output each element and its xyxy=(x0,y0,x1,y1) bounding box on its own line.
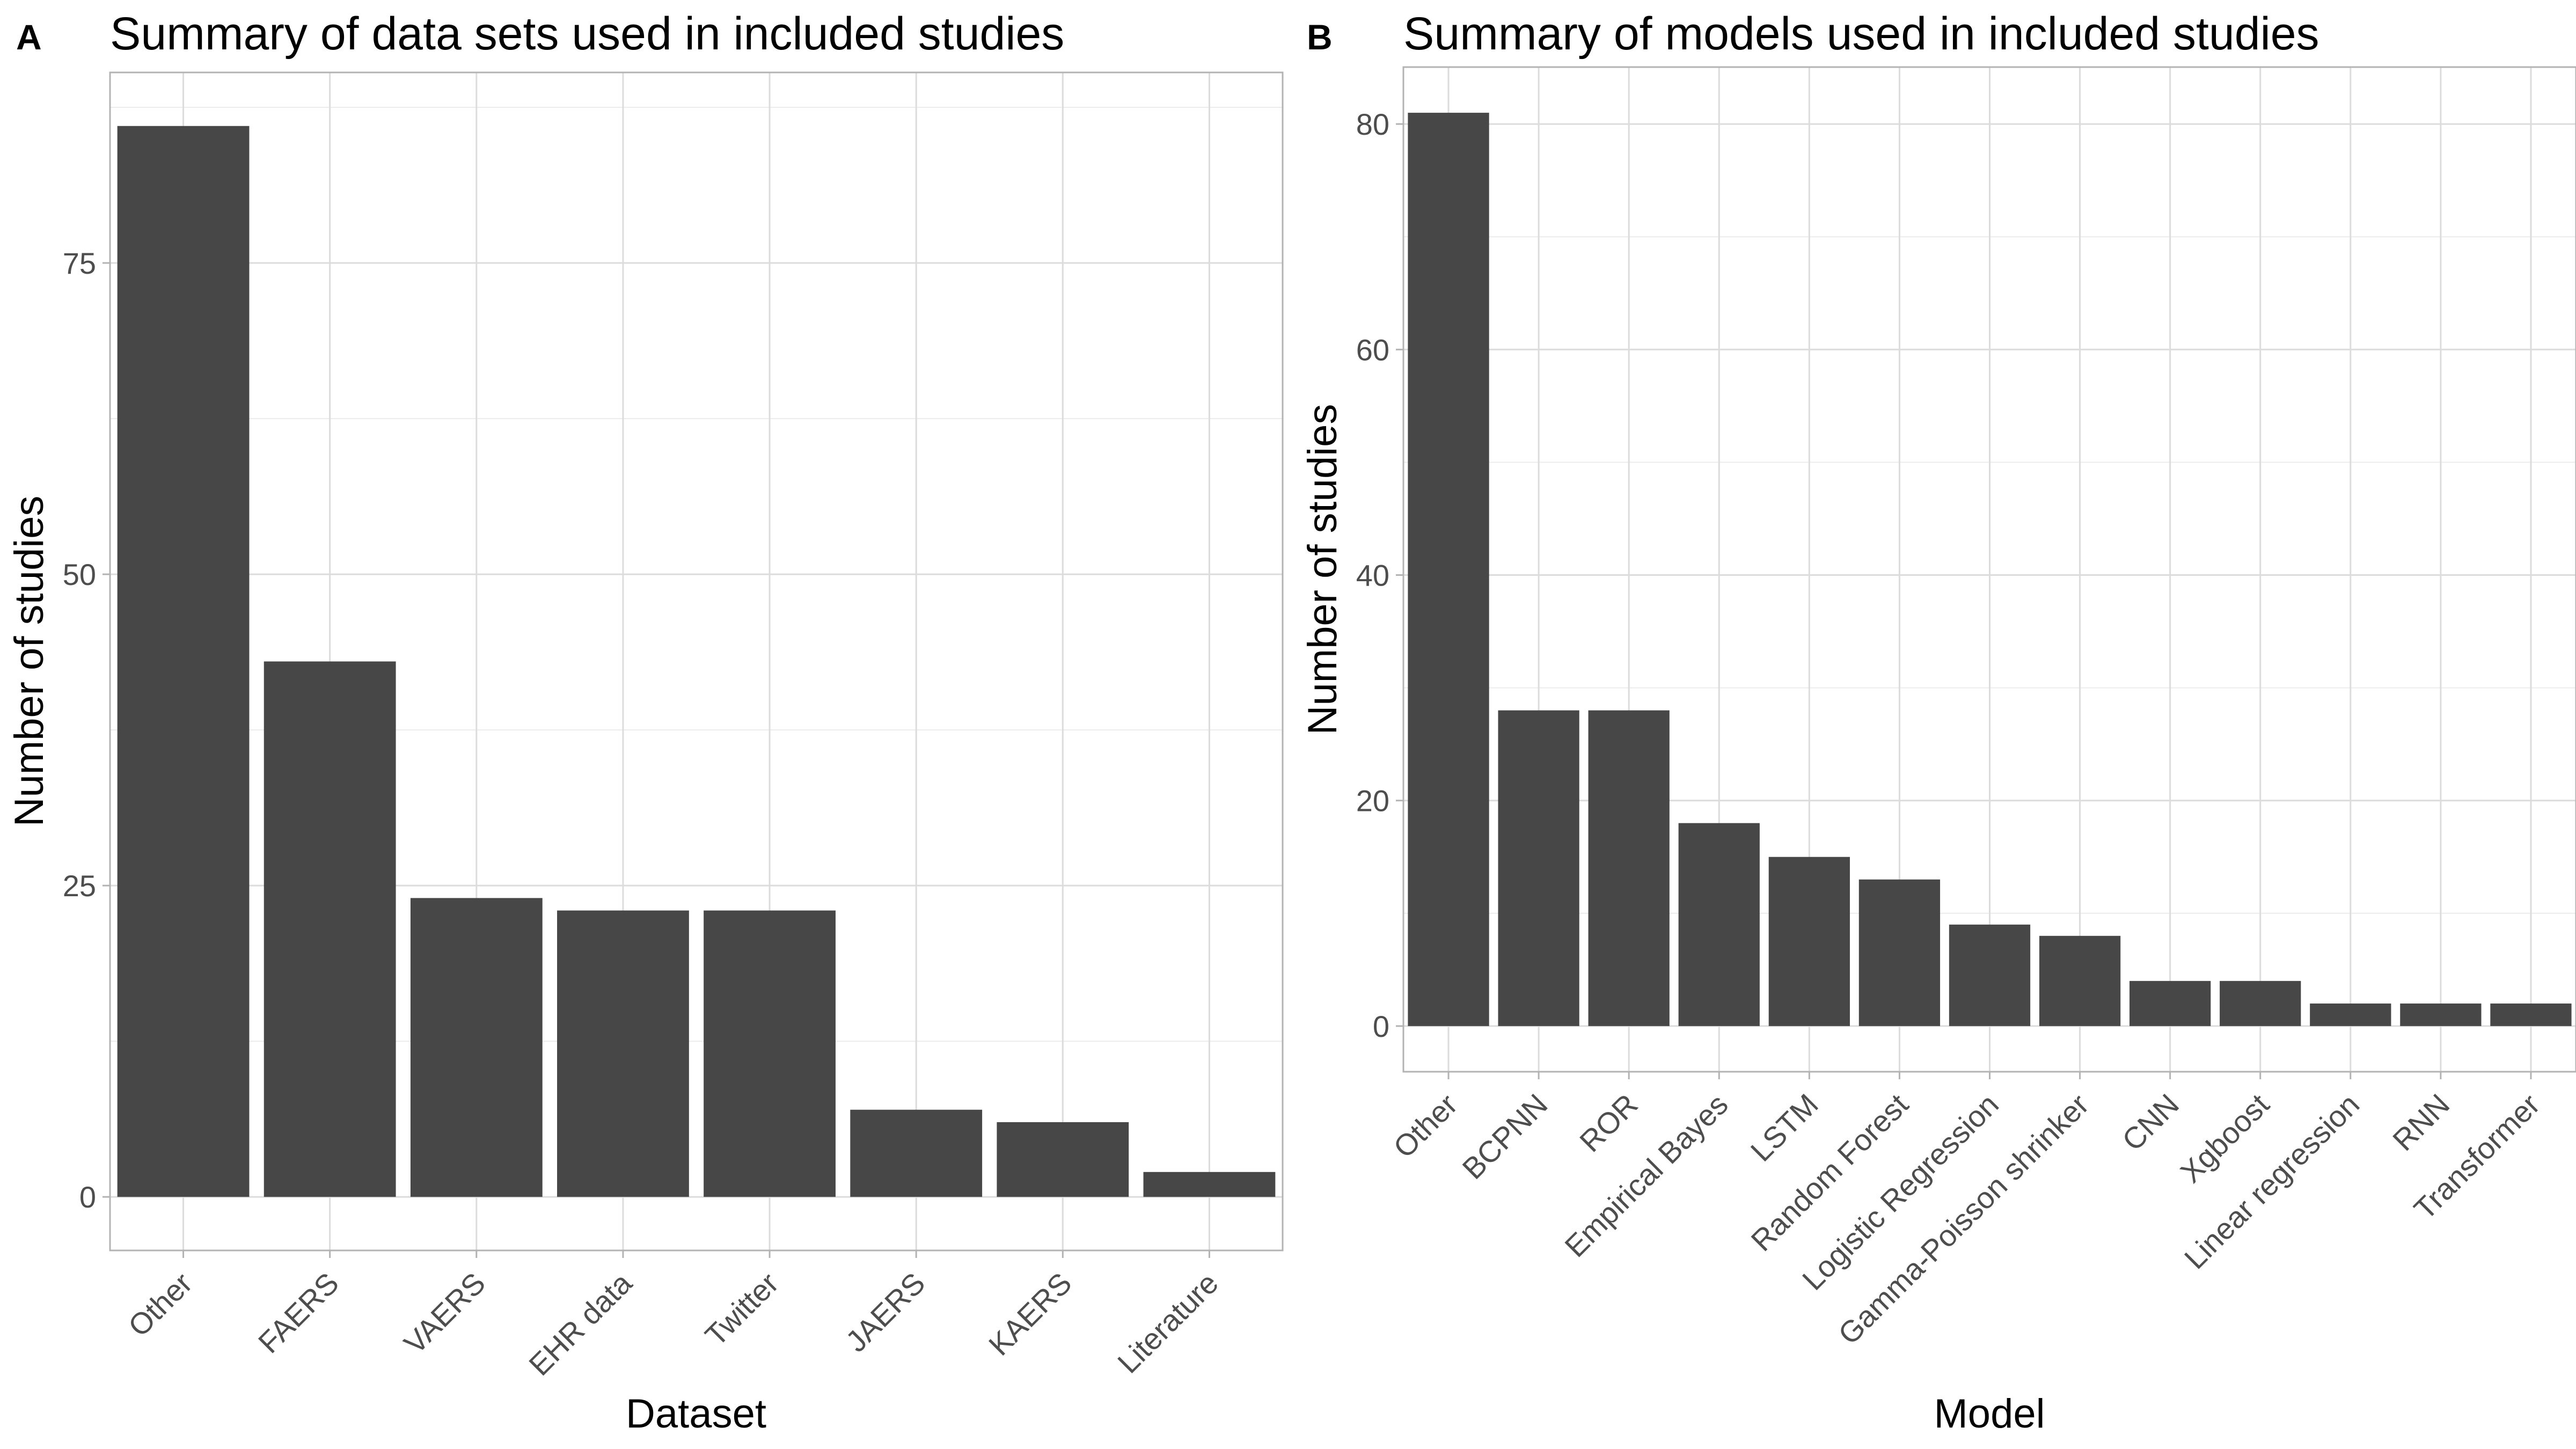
bar-ror xyxy=(1588,710,1670,1026)
bar-vaers xyxy=(410,898,543,1197)
bar-literature xyxy=(1143,1172,1276,1197)
bar-cnn xyxy=(2129,980,2211,1026)
panel-b-bars xyxy=(1408,113,2572,1026)
bar-kaers xyxy=(997,1122,1129,1197)
panel-b-x-axis-title: Model xyxy=(1934,1391,2045,1437)
panel-b-y-axis: 0 20 40 60 80 xyxy=(1356,107,1403,1043)
panel-a-y-axis-title: Number of studies xyxy=(6,496,52,827)
panel-b-y-tick-label: 40 xyxy=(1356,559,1389,592)
bar-rnn xyxy=(2400,1003,2482,1026)
panel-a-y-tick-label: 25 xyxy=(63,869,96,903)
bar-twitter xyxy=(704,910,836,1197)
panel-b-y-axis-title: Number of studies xyxy=(1300,404,1345,735)
bar-ehr-data xyxy=(557,910,689,1197)
bar-bcpnn xyxy=(1498,710,1579,1026)
bar-transformer xyxy=(2490,1003,2572,1026)
bar-other xyxy=(1408,113,1489,1026)
panel-a-bars xyxy=(117,126,1276,1197)
bar-linear-regression xyxy=(2310,1003,2391,1026)
bar-other xyxy=(117,126,250,1197)
panel-a-y-tick-label: 50 xyxy=(63,558,96,591)
bar-lstm xyxy=(1768,857,1850,1026)
panel-a-tag: A xyxy=(16,17,42,57)
bar-jaers xyxy=(850,1109,983,1197)
panel-b-title: Summary of models used in included studi… xyxy=(1403,8,2319,60)
panel-b-y-tick-label: 60 xyxy=(1356,333,1389,367)
bar-xgboost xyxy=(2220,980,2301,1026)
panel-b-y-tick-label: 80 xyxy=(1356,107,1389,141)
panel-b-y-tick-label: 0 xyxy=(1373,1009,1389,1043)
panel-b-tag: B xyxy=(1307,17,1333,57)
panel-b-y-tick-label: 20 xyxy=(1356,784,1389,818)
panel-a-y-tick-label: 75 xyxy=(63,246,96,280)
bar-gamma-poisson-shrinker xyxy=(2039,935,2121,1026)
panel-a: A Summary of data sets used in included … xyxy=(6,8,1284,1437)
panel-a-y-axis: 0 25 50 75 xyxy=(63,246,110,1214)
panel-a-title: Summary of data sets used in included st… xyxy=(110,8,1064,60)
bar-logistic-regression xyxy=(1949,924,2031,1026)
bar-faers xyxy=(264,661,396,1197)
bar-random-forest xyxy=(1858,879,1941,1026)
panel-a-y-tick-label: 0 xyxy=(79,1180,96,1214)
bar-empirical-bayes xyxy=(1678,823,1760,1026)
panel-a-border xyxy=(109,71,1284,1252)
panel-a-x-axis-title: Dataset xyxy=(626,1391,766,1437)
